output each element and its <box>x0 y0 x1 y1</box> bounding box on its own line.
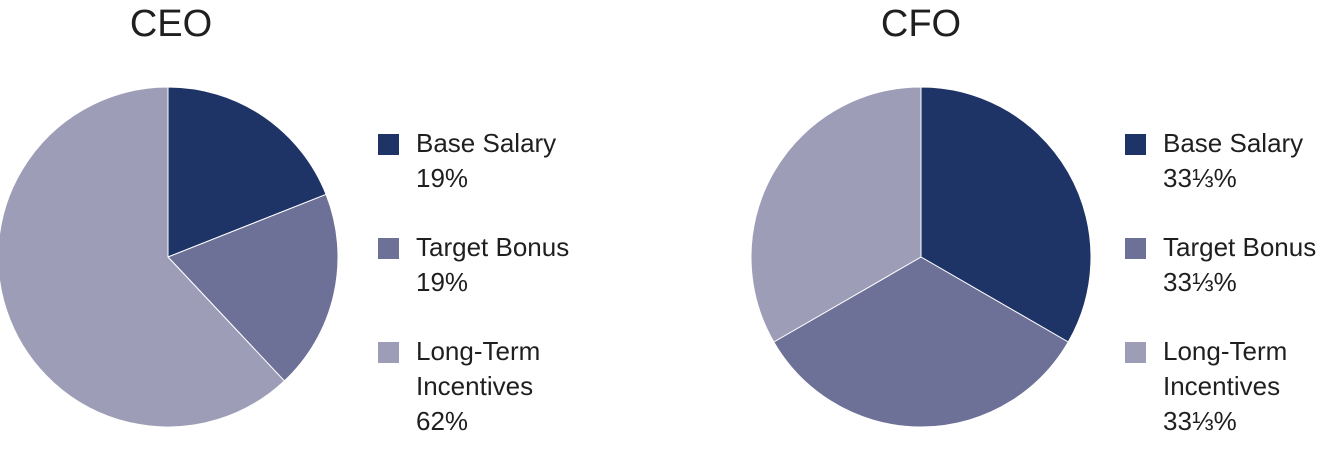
legend-item-base-salary: Base Salary 33⅓% <box>1125 126 1342 196</box>
legend-label: Long-Term Incentives <box>416 336 541 401</box>
legend-value: 19% <box>416 163 469 193</box>
pie-slice-target-bonus <box>167 193 339 382</box>
pie-slice-target-bonus <box>773 256 1069 428</box>
legend-value: 62% <box>416 406 469 436</box>
legend-item-long-term-incentives: Long-Term Incentives 62% <box>378 334 618 439</box>
legend-value: 33⅓% <box>1163 267 1237 297</box>
legend-label: Base Salary <box>416 128 557 158</box>
chart-title: CEO <box>129 3 213 45</box>
legend-label: Target Bonus <box>1163 232 1317 262</box>
legend-label: Target Bonus <box>416 232 570 262</box>
legend-item-base-salary: Base Salary 19% <box>378 126 618 196</box>
legend-swatch <box>1125 238 1146 259</box>
legend-swatch <box>378 134 399 155</box>
legend-label: Long-Term Incentives <box>1163 336 1288 401</box>
legend-swatch <box>378 238 399 259</box>
legend-value: 19% <box>416 267 469 297</box>
pie-slice-base-salary <box>920 86 1092 343</box>
ceo-pie-chart <box>0 86 339 428</box>
legend-value: 33⅓% <box>1163 163 1237 193</box>
legend-swatch <box>1125 342 1146 363</box>
legend-value: 33⅓% <box>1163 406 1237 436</box>
pie-slice-long-term-incentives <box>750 86 922 343</box>
ceo-legend: Base Salary 19% Target Bonus 19% Long-Te… <box>378 126 618 473</box>
pie-slice-base-salary <box>167 86 327 258</box>
cfo-pie-chart <box>750 86 1092 428</box>
legend-item-long-term-incentives: Long-Term Incentives 33⅓% <box>1125 334 1342 439</box>
chart-title: CFO <box>880 3 962 45</box>
legend-item-target-bonus: Target Bonus 19% <box>378 230 618 300</box>
legend-swatch <box>1125 134 1146 155</box>
cfo-legend: Base Salary 33⅓% Target Bonus 33⅓% Long-… <box>1125 126 1342 473</box>
cfo-pie-panel: CFO Base Salary 33⅓% Target Bonus 33⅓% L… <box>671 0 1342 436</box>
pie-slice-long-term-incentives <box>0 86 286 428</box>
legend-swatch <box>378 342 399 363</box>
legend-label: Base Salary <box>1163 128 1304 158</box>
legend-item-target-bonus: Target Bonus 33⅓% <box>1125 230 1342 300</box>
ceo-pie-panel: CEO Base Salary 19% Target Bonus 19% Lon… <box>0 0 671 436</box>
